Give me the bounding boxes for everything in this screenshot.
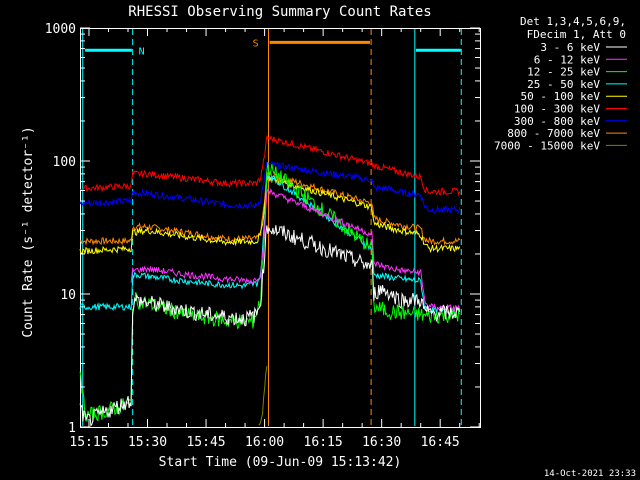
y-axis-label: Count Rate (s⁻¹ detector⁻¹) bbox=[21, 126, 36, 337]
legend-label-3: 25 - 50 keV bbox=[527, 78, 600, 91]
series-line-6 bbox=[79, 161, 461, 214]
x-tick-label-1: 15:30 bbox=[128, 435, 167, 450]
y-ticks: 1 10 100 1000 bbox=[45, 22, 480, 436]
x-tick-label-6: 16:45 bbox=[421, 435, 460, 450]
series-line-8 bbox=[258, 365, 268, 426]
x-tick-label-5: 16:30 bbox=[362, 435, 401, 450]
plot-frame bbox=[80, 28, 481, 428]
series-line-5 bbox=[79, 135, 461, 197]
series-line-0 bbox=[79, 225, 461, 428]
series-line-4 bbox=[79, 174, 461, 255]
legend-header-1: FDecim 1, Att 0 bbox=[527, 28, 626, 41]
timestamp: 14-Oct-2021 23:33 bbox=[544, 469, 636, 479]
legend-label-4: 50 - 100 keV bbox=[521, 90, 601, 103]
y-tick-label-1: 10 bbox=[60, 288, 76, 303]
chart-title: RHESSI Observing Summary Count Rates bbox=[128, 4, 431, 20]
x-tick-label-0: 15:15 bbox=[69, 435, 108, 450]
x-ticks: 15:15 15:30 15:45 16:00 16:15 16:30 16:45 bbox=[69, 28, 480, 450]
x-tick-label-4: 16:15 bbox=[304, 435, 343, 450]
series-lines bbox=[79, 135, 461, 428]
flag-label-0: N bbox=[139, 46, 145, 57]
legend-label-0: 3 - 6 keV bbox=[540, 41, 600, 54]
y-tick-label-0: 1 bbox=[68, 421, 76, 436]
legend: Det 1,3,4,5,6,9,FDecim 1, Att 03 - 6 keV… bbox=[494, 15, 627, 152]
series-line-1 bbox=[130, 187, 461, 313]
x-tick-label-3: 16:00 bbox=[245, 435, 284, 450]
legend-label-2: 12 - 25 keV bbox=[527, 66, 600, 79]
y-tick-label-2: 100 bbox=[53, 155, 76, 170]
flag-bars: NS bbox=[85, 38, 461, 57]
y-tick-label-3: 1000 bbox=[45, 22, 76, 37]
x-axis-label: Start Time (09-Jun-09 15:13:42) bbox=[159, 455, 402, 470]
legend-label-8: 7000 - 15000 keV bbox=[494, 139, 600, 152]
x-tick-label-2: 15:45 bbox=[186, 435, 225, 450]
legend-label-1: 6 - 12 keV bbox=[534, 53, 601, 66]
legend-label-6: 300 - 800 keV bbox=[514, 115, 600, 128]
flag-label-2: S bbox=[253, 38, 259, 49]
legend-label-7: 800 - 7000 keV bbox=[507, 127, 600, 140]
series-line-3 bbox=[79, 174, 461, 316]
series-line-2 bbox=[79, 162, 461, 422]
legend-header-0: Det 1,3,4,5,6,9, bbox=[520, 15, 626, 28]
legend-label-5: 100 - 300 keV bbox=[514, 103, 600, 116]
